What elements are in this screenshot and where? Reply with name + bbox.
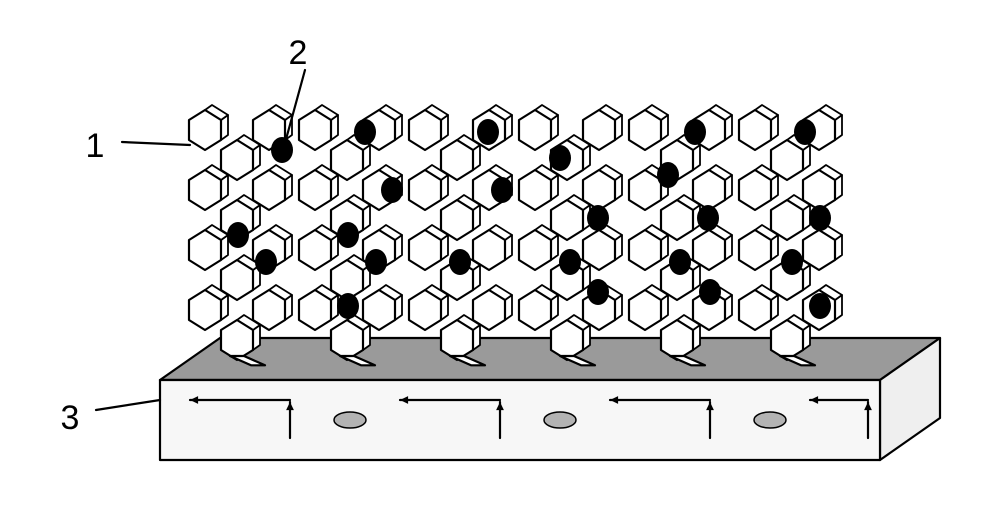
hex-cell xyxy=(189,110,221,150)
particle xyxy=(781,249,803,275)
hex-cell xyxy=(253,170,285,210)
hex-cell xyxy=(441,320,473,360)
particle xyxy=(794,119,816,145)
hex-cell xyxy=(331,320,363,360)
lattice-sheet xyxy=(409,105,512,365)
hex-cell xyxy=(803,230,835,270)
hex-cell xyxy=(583,230,615,270)
particle xyxy=(587,205,609,231)
flow-dot xyxy=(754,412,786,428)
hex-cell xyxy=(363,290,395,330)
hex-cell xyxy=(693,170,725,210)
particle xyxy=(559,249,581,275)
hex-cell xyxy=(739,230,771,270)
label-leader xyxy=(96,400,160,410)
hex-cell xyxy=(629,230,661,270)
flow-dot xyxy=(334,412,366,428)
particle xyxy=(809,205,831,231)
hex-cell xyxy=(441,200,473,240)
hex-cell xyxy=(409,110,441,150)
hex-cell xyxy=(519,170,551,210)
hex-cell xyxy=(739,290,771,330)
hex-cell xyxy=(661,200,693,240)
callout-label-text: 2 xyxy=(289,34,308,72)
hex-cell xyxy=(189,170,221,210)
particle xyxy=(227,222,249,248)
particle xyxy=(337,293,359,319)
particle xyxy=(477,119,499,145)
particle xyxy=(255,249,277,275)
hex-cell xyxy=(299,290,331,330)
hex-cell xyxy=(299,170,331,210)
particle xyxy=(365,249,387,275)
particle xyxy=(449,249,471,275)
lattice-sheet xyxy=(629,105,732,365)
hex-cell xyxy=(441,140,473,180)
hex-cell xyxy=(739,110,771,150)
hex-cell xyxy=(583,110,615,150)
hex-cell xyxy=(331,140,363,180)
hex-cell xyxy=(221,140,253,180)
hex-cell xyxy=(409,170,441,210)
hex-cell xyxy=(409,290,441,330)
particle xyxy=(809,293,831,319)
hex-cell xyxy=(473,230,505,270)
hex-cell xyxy=(771,320,803,360)
hex-cell xyxy=(221,260,253,300)
particle xyxy=(337,222,359,248)
hex-cell xyxy=(221,320,253,360)
particle xyxy=(354,119,376,145)
hex-cell xyxy=(629,170,661,210)
hex-cell xyxy=(803,170,835,210)
diagram-canvas: 1 2 3 xyxy=(0,0,1000,512)
particle xyxy=(684,119,706,145)
hex-cell xyxy=(551,320,583,360)
hex-cell xyxy=(629,290,661,330)
hex-cell xyxy=(253,290,285,330)
lattice-sheet xyxy=(519,105,622,365)
hex-cell xyxy=(519,290,551,330)
particle xyxy=(381,177,403,203)
particle xyxy=(699,279,721,305)
hex-cell xyxy=(771,140,803,180)
hex-cell xyxy=(519,230,551,270)
hex-cell xyxy=(473,290,505,330)
lattice-sheet xyxy=(739,105,842,365)
particle xyxy=(491,177,513,203)
hex-cell xyxy=(519,110,551,150)
particle xyxy=(669,249,691,275)
particle xyxy=(271,137,293,163)
callout-label-text: 1 xyxy=(86,127,105,165)
hex-cell xyxy=(189,290,221,330)
hex-cell xyxy=(629,110,661,150)
hex-cell xyxy=(299,110,331,150)
label-leader xyxy=(122,142,190,145)
particle xyxy=(549,145,571,171)
hex-cell xyxy=(739,170,771,210)
particle xyxy=(697,205,719,231)
hex-cell xyxy=(693,230,725,270)
hex-cell xyxy=(409,230,441,270)
hex-cell xyxy=(583,170,615,210)
flow-dot xyxy=(544,412,576,428)
hex-cell xyxy=(771,200,803,240)
particle xyxy=(587,279,609,305)
hex-cell xyxy=(661,320,693,360)
hex-cell xyxy=(551,200,583,240)
particle xyxy=(657,162,679,188)
hex-cell xyxy=(189,230,221,270)
callout-label-text: 3 xyxy=(61,399,80,437)
hex-cell xyxy=(299,230,331,270)
